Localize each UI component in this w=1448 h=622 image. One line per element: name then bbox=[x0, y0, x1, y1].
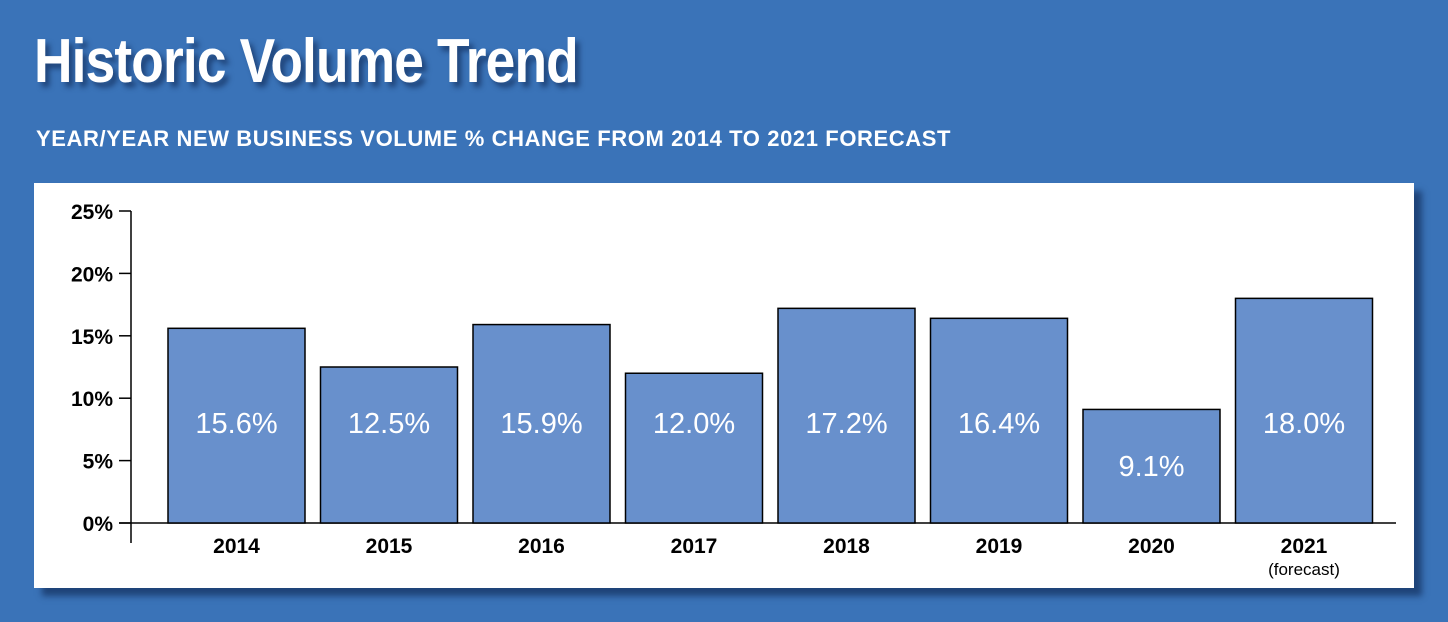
y-tick-label: 10% bbox=[71, 388, 113, 411]
x-tick-label: 2016 bbox=[518, 535, 565, 558]
x-tick-label: 2019 bbox=[976, 535, 1023, 558]
bar-value-label: 16.4% bbox=[958, 408, 1040, 440]
bar-chart: 0% 5% 10% 15% 20% 25% 15.6% 2014 12.5% 2015 15.9% 2… bbox=[71, 201, 1396, 579]
bar-value-label: 9.1% bbox=[1118, 451, 1184, 483]
x-tick-label: 2015 bbox=[366, 535, 413, 558]
bar bbox=[624, 372, 764, 524]
bar-value-label: 17.2% bbox=[805, 408, 887, 440]
x-tick-label: 2014 bbox=[213, 535, 260, 558]
bar bbox=[1082, 408, 1221, 524]
bar bbox=[319, 366, 459, 524]
bar bbox=[167, 327, 306, 524]
bar bbox=[929, 317, 1069, 524]
bar-value-label: 15.6% bbox=[195, 408, 277, 440]
y-tick-label: 25% bbox=[71, 201, 113, 224]
x-tick-note: (forecast) bbox=[1268, 560, 1340, 579]
x-tick-label: 2020 bbox=[1128, 535, 1175, 558]
x-tick-label: 2017 bbox=[671, 535, 718, 558]
y-tick-label: 0% bbox=[83, 513, 114, 536]
bar-value-label: 18.0% bbox=[1263, 408, 1345, 440]
chart-title: Historic Volume Trend bbox=[34, 27, 579, 96]
bar-value-label: 12.0% bbox=[653, 408, 735, 440]
y-tick-label: 5% bbox=[83, 451, 114, 474]
bar bbox=[777, 307, 916, 524]
chart-panel: 0% 5% 10% 15% 20% 25% 15.6% 2014 12.5% 2015 15.9% 2… bbox=[34, 183, 1414, 588]
y-tick-label: 20% bbox=[71, 263, 113, 286]
y-tick-label: 15% bbox=[71, 326, 113, 349]
bar-value-label: 12.5% bbox=[348, 408, 430, 440]
bar bbox=[472, 323, 611, 524]
chart-subtitle: YEAR/YEAR NEW BUSINESS VOLUME % CHANGE F… bbox=[36, 126, 952, 151]
bar bbox=[1234, 297, 1374, 524]
bar-value-label: 15.9% bbox=[500, 408, 582, 440]
x-tick-label: 2018 bbox=[823, 535, 870, 558]
x-tick-label: 2021 bbox=[1281, 535, 1328, 558]
